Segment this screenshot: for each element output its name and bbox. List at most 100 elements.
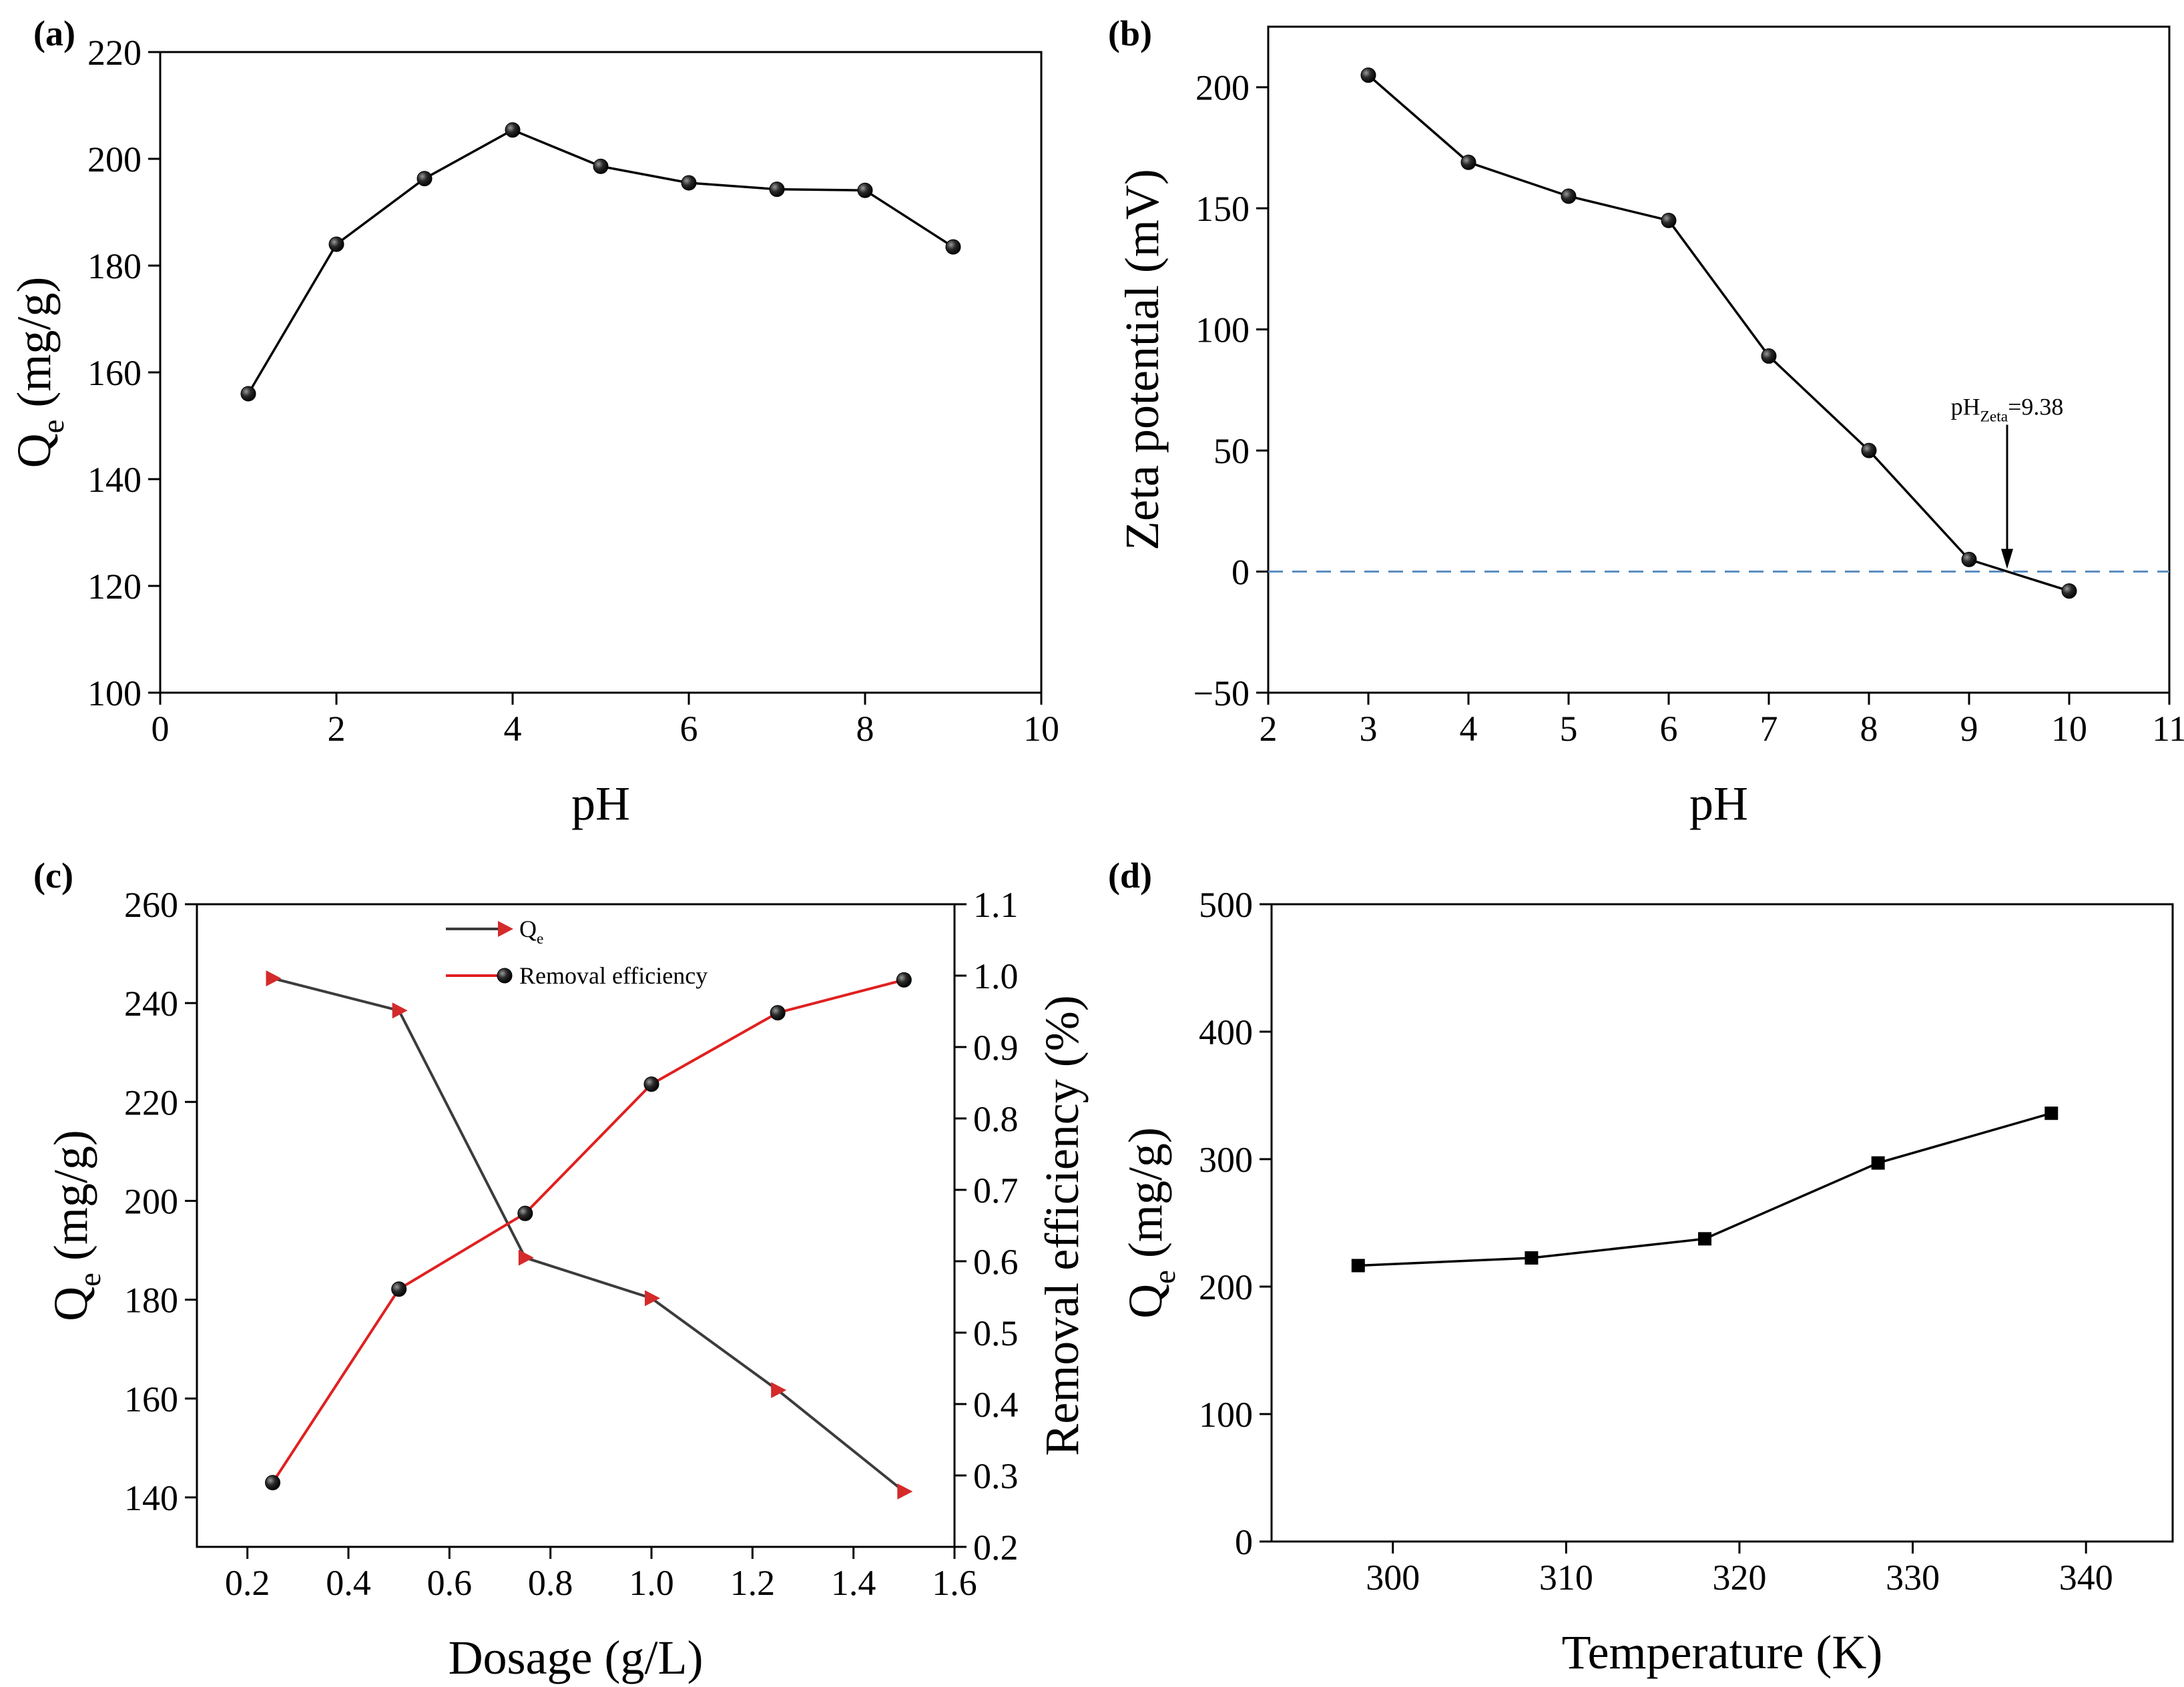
data-point-a-0-4 (593, 158, 609, 174)
data-point-a-0-0 (240, 386, 256, 402)
x-tick-label-c-5: 1.2 (730, 1563, 776, 1603)
y-tick-label-d-5: 500 (1199, 885, 1253, 925)
y2-tick-label-c-7: 0.9 (973, 1028, 1019, 1068)
x-tick-label-a-0: 0 (152, 709, 170, 749)
data-point-c-1-5 (896, 972, 912, 988)
x-tick-label-c-3: 0.8 (528, 1563, 573, 1603)
panel-label-d: (d) (1108, 856, 1152, 896)
data-point-c-0-3 (645, 1290, 660, 1307)
legend-label-1: Removal efficiency (519, 962, 708, 989)
panel-a: 0 2 4 6 8 10 100 120 140 160 180 200 220 pH Qe (mg/g) (… (7, 13, 1059, 830)
x-tick-label-a-2: 4 (504, 709, 522, 749)
plot-frame-d (1270, 903, 2174, 1543)
data-point-c-1-2 (517, 1205, 533, 1221)
y2-tick-label-c-5: 0.7 (973, 1170, 1019, 1211)
x-tick-label-b-5: 7 (1760, 709, 1778, 749)
legend-label-0: Qe (519, 916, 543, 948)
data-point-a-0-7 (857, 182, 873, 198)
x-tick-label-b-7: 9 (1960, 709, 1978, 749)
panel-d: 300 310 320 330 340 0 100 200 300 400 500 Temperatu… (1108, 856, 2174, 1679)
plot-frame-c (196, 903, 956, 1548)
y-tick-label-c-4: 220 (124, 1082, 178, 1122)
y-tick-label-c-0: 140 (124, 1478, 178, 1518)
panel-c: 0.2 0.4 0.6 0.8 1.0 1.2 1.4 1.6 140 160 180 200 220 2… (33, 856, 1089, 1684)
x-axis-label-b: pH (1689, 777, 1748, 830)
data-point-c-1-4 (770, 1005, 786, 1021)
data-point-b-0-1 (1460, 154, 1476, 170)
panel-label-b: (b) (1108, 13, 1152, 53)
data-point-b-0-6 (1961, 551, 1977, 567)
x-tick-label-a-5: 10 (1023, 709, 1059, 749)
data-point-b-0-0 (1360, 67, 1376, 83)
y-axis-label-d: Qe (mg/g) (1119, 1127, 1182, 1319)
y-tick-label-a-5: 200 (87, 139, 142, 180)
x-tick-label-c-2: 0.6 (427, 1563, 473, 1603)
series-line-b-0 (1367, 74, 2070, 593)
x-tick-label-c-1: 0.4 (326, 1563, 371, 1603)
x-tick-label-b-9: 11 (2152, 709, 2184, 749)
y-tick-label-b-4: 150 (1195, 189, 1250, 229)
y-tick-label-c-1: 160 (124, 1379, 178, 1419)
data-point-b-0-2 (1561, 188, 1577, 204)
x-tick-label-b-6: 8 (1860, 709, 1878, 749)
y-tick-label-b-1: 0 (1232, 553, 1250, 593)
y-tick-label-d-0: 0 (1235, 1522, 1253, 1562)
x-tick-label-c-7: 1.6 (932, 1563, 977, 1603)
x-tick-label-b-0: 2 (1260, 709, 1278, 749)
data-point-a-0-2 (417, 171, 433, 187)
data-point-a-0-8 (945, 239, 961, 255)
y-tick-label-a-3: 160 (87, 353, 142, 393)
x-tick-label-d-1: 310 (1539, 1558, 1593, 1598)
panel-label-c: (c) (33, 856, 73, 896)
data-point-c-0-1 (392, 1002, 408, 1019)
x-tick-label-b-8: 10 (2051, 709, 2087, 749)
x-tick-label-a-3: 6 (680, 709, 698, 749)
y-tick-label-d-2: 200 (1199, 1267, 1253, 1307)
data-point-a-0-6 (769, 182, 785, 198)
data-point-d-0-0 (1351, 1259, 1365, 1273)
data-point-c-1-0 (265, 1475, 280, 1491)
x-tick-label-d-2: 320 (1712, 1558, 1766, 1598)
y2-axis-label-c: Removal efficiency (%) (1035, 995, 1089, 1455)
x-tick-label-c-6: 1.4 (831, 1563, 876, 1603)
y-tick-label-b-2: 50 (1213, 431, 1250, 471)
y-tick-label-d-3: 300 (1199, 1140, 1253, 1180)
x-tick-label-b-2: 4 (1460, 709, 1478, 749)
data-point-b-0-5 (1861, 442, 1877, 458)
x-tick-label-a-4: 8 (856, 709, 874, 749)
x-tick-label-b-4: 6 (1660, 709, 1678, 749)
data-point-b-0-4 (1761, 348, 1777, 364)
y-tick-label-c-5: 240 (124, 984, 178, 1024)
plot-frame-b (1267, 25, 2171, 694)
y2-tick-label-c-1: 0.3 (973, 1456, 1019, 1496)
y-tick-label-b-0: −50 (1193, 673, 1250, 713)
y2-tick-label-c-9: 1.1 (973, 885, 1019, 925)
y-axis-label-c: Qe (mg/g) (44, 1130, 107, 1321)
legend-marker-0 (498, 921, 513, 937)
series-line-c-0 (272, 977, 905, 1493)
y-tick-label-b-5: 200 (1195, 68, 1250, 108)
x-tick-label-b-3: 5 (1560, 709, 1578, 749)
data-point-c-1-1 (391, 1281, 407, 1297)
data-point-b-0-7 (2061, 583, 2077, 599)
data-point-c-0-4 (771, 1382, 787, 1399)
data-point-a-0-3 (505, 122, 521, 138)
data-point-c-1-3 (643, 1076, 659, 1092)
data-point-d-0-2 (1698, 1232, 1712, 1246)
annotation-label: pHZeta=9.38 (1951, 394, 2064, 426)
x-tick-label-d-0: 300 (1366, 1558, 1420, 1598)
data-point-a-0-5 (681, 175, 697, 191)
y-tick-label-a-4: 180 (87, 246, 142, 286)
x-tick-label-c-0: 0.2 (225, 1563, 270, 1603)
y-axis-label-b: Zeta potential (mV) (1115, 169, 1169, 551)
y-tick-label-c-2: 180 (124, 1281, 178, 1321)
data-point-a-0-1 (328, 236, 344, 252)
legend-marker-1 (497, 968, 513, 984)
x-tick-label-b-1: 3 (1360, 709, 1378, 749)
x-tick-label-a-1: 2 (328, 709, 346, 749)
plot-frame-a (159, 51, 1043, 694)
y-tick-label-c-6: 260 (124, 885, 178, 925)
x-tick-label-c-4: 1.0 (629, 1563, 674, 1603)
x-tick-label-d-3: 330 (1886, 1558, 1940, 1598)
y-tick-label-d-4: 400 (1199, 1012, 1253, 1052)
